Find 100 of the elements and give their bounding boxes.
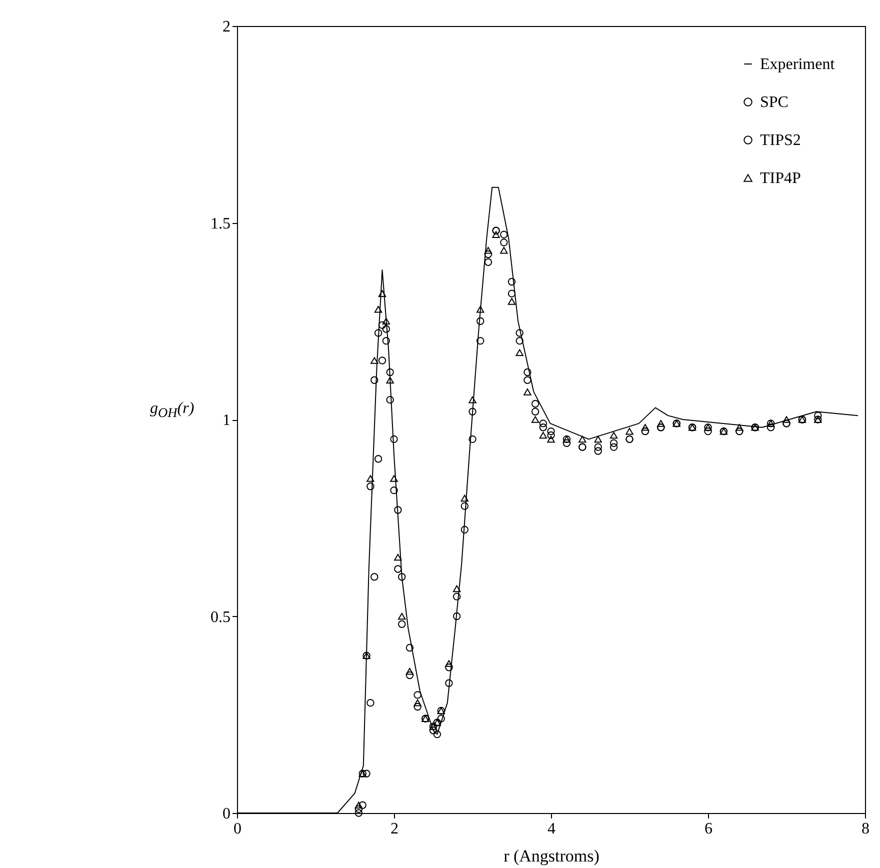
point <box>378 321 386 329</box>
point <box>406 668 414 675</box>
point <box>476 306 484 313</box>
y-tick-label: 1.5 <box>210 215 230 232</box>
point <box>370 573 378 581</box>
x-tick-label: 8 <box>862 820 870 838</box>
point <box>374 306 382 313</box>
x-tick-label: 6 <box>704 820 712 838</box>
point <box>452 612 461 620</box>
legend-label: TIPS2 <box>760 132 801 149</box>
point <box>531 416 540 423</box>
x-tick-label: 4 <box>548 820 556 838</box>
y-tick-label: 0 <box>222 806 230 822</box>
point <box>386 396 394 404</box>
point <box>382 318 390 325</box>
point <box>508 278 516 286</box>
point <box>578 436 586 443</box>
x-tick-label: 2 <box>390 820 398 838</box>
point <box>782 416 790 423</box>
point <box>524 376 532 384</box>
point <box>539 424 548 432</box>
point <box>539 432 548 439</box>
point <box>452 592 461 600</box>
point <box>452 585 461 592</box>
legend-label: Experiment <box>760 56 836 73</box>
point <box>626 428 634 435</box>
point <box>378 290 386 297</box>
point <box>354 805 363 813</box>
point <box>354 809 363 817</box>
point <box>378 356 386 364</box>
point <box>476 336 484 345</box>
point <box>386 368 394 376</box>
point <box>406 644 414 652</box>
point <box>362 770 370 778</box>
point <box>382 336 390 345</box>
point <box>437 714 445 722</box>
point <box>524 368 532 376</box>
point <box>531 408 540 416</box>
point <box>394 506 402 514</box>
point <box>406 671 414 680</box>
point <box>370 357 378 364</box>
point <box>516 336 524 345</box>
point <box>610 443 618 451</box>
y-axis-title: g$_{OH}$(r) <box>150 400 194 422</box>
point <box>736 424 744 431</box>
point <box>398 620 406 628</box>
point <box>468 408 476 416</box>
y-tick-label: 1 <box>222 412 230 429</box>
point <box>468 396 476 404</box>
point <box>500 246 508 254</box>
point <box>500 238 508 246</box>
point <box>539 420 548 428</box>
point <box>594 436 602 443</box>
point <box>657 420 665 427</box>
point <box>386 376 394 384</box>
point <box>547 436 555 443</box>
point <box>484 258 492 266</box>
point <box>610 432 618 439</box>
point <box>414 691 422 699</box>
point <box>562 439 571 447</box>
point <box>508 298 516 305</box>
point <box>814 412 822 420</box>
point <box>366 482 374 490</box>
legend-label: SPC <box>760 94 788 111</box>
point <box>394 554 402 561</box>
point <box>445 664 453 672</box>
point <box>547 431 555 440</box>
point <box>370 376 378 384</box>
point <box>414 699 422 706</box>
point <box>468 435 476 444</box>
point <box>492 231 500 238</box>
legend-label: TIP4P <box>760 170 801 187</box>
point <box>382 325 390 333</box>
point <box>704 427 712 436</box>
point <box>398 612 406 620</box>
point <box>374 329 382 337</box>
point <box>429 726 438 734</box>
point <box>484 250 492 258</box>
point <box>641 424 650 431</box>
point <box>460 494 469 502</box>
point <box>531 400 540 408</box>
point <box>366 475 374 482</box>
point <box>398 573 406 581</box>
point <box>594 443 602 451</box>
point <box>414 702 422 711</box>
y-tick-label: 0.5 <box>210 608 230 626</box>
point <box>500 230 508 238</box>
point <box>433 730 442 738</box>
y-tick-label: 2 <box>222 18 230 36</box>
point <box>516 349 524 356</box>
point <box>374 455 382 463</box>
point <box>445 660 453 667</box>
point <box>594 447 602 455</box>
point <box>390 475 398 482</box>
point <box>484 246 492 254</box>
point <box>516 329 524 337</box>
point <box>610 439 618 447</box>
point <box>766 424 775 432</box>
point <box>390 435 398 444</box>
point <box>524 388 532 396</box>
